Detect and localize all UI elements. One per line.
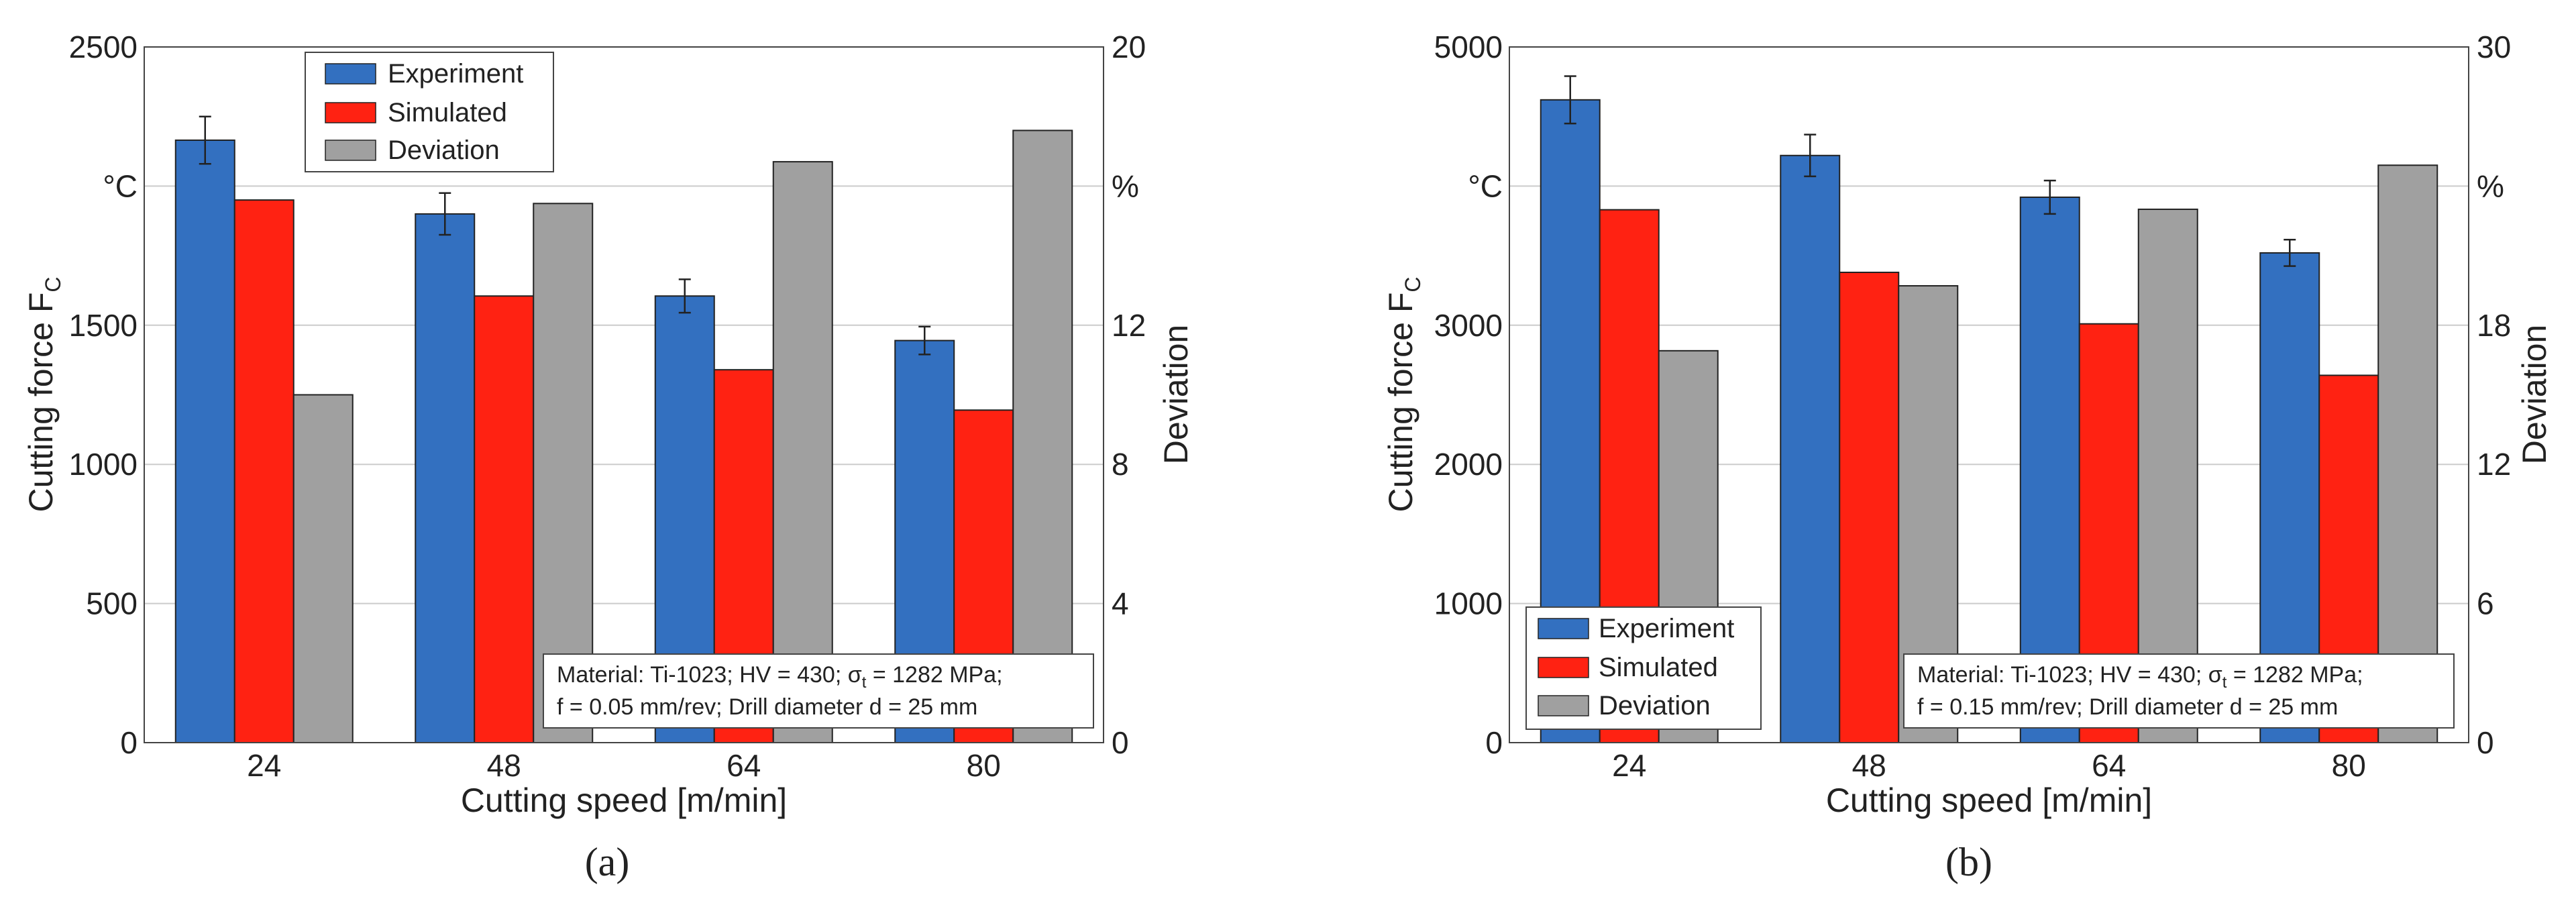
- legend: Experiment Simulated Deviation: [1525, 606, 1762, 730]
- y-tick-label: 1000: [69, 447, 138, 482]
- bar-experiment: [174, 139, 235, 743]
- x-axis-label: Cutting speed [m/min]: [461, 782, 787, 819]
- bar-deviation: [533, 203, 594, 743]
- y2-tick-label: 4: [1112, 586, 1129, 621]
- legend-label-deviation: Deviation: [1599, 691, 1711, 720]
- legend-swatch-deviation: [1538, 695, 1589, 716]
- y-tick-label: 0: [120, 725, 138, 760]
- annotation-line-1: Material: Ti-1023; HV = 430; σt = 1282 M…: [1917, 662, 2363, 692]
- bar-deviation: [2377, 164, 2438, 744]
- y-tick-label: 5000: [1434, 30, 1503, 64]
- annotation-line-2: f = 0.15 mm/rev; Drill diameter d = 25 m…: [1917, 694, 2338, 720]
- y2-tick-label: %: [1112, 168, 1139, 203]
- x-axis-label: Cutting speed [m/min]: [1826, 782, 2152, 819]
- panel-label-b: (b): [1945, 840, 1992, 884]
- x-tick-label: 80: [967, 748, 1001, 783]
- legend-label-simulated: Simulated: [1599, 653, 1718, 682]
- x-tick-label: 64: [727, 748, 761, 783]
- y2-tick-label: 0: [2477, 725, 2494, 760]
- bar-simulated: [474, 295, 535, 744]
- y2-tick-label: 12: [1112, 308, 1146, 343]
- y-tick-label: 2000: [1434, 447, 1503, 482]
- legend-label-simulated: Simulated: [388, 98, 507, 127]
- y2-tick-label: 18: [2477, 308, 2511, 343]
- y-axis-label: Cutting force FC: [22, 276, 65, 512]
- legend-swatch-simulated: [325, 102, 376, 123]
- plot-frame: [1509, 46, 2469, 743]
- y2-tick-label: 12: [2477, 447, 2511, 482]
- y-tick-label: °C: [103, 168, 138, 203]
- y-tick-label: 2500: [69, 30, 138, 64]
- x-tick-label: 24: [1612, 748, 1646, 783]
- plot-frame: [144, 46, 1104, 743]
- y-axis-label: Cutting force FC: [1382, 276, 1425, 512]
- annotation-box: [1903, 653, 2455, 729]
- bar-simulated: [233, 199, 294, 743]
- bar-experiment: [1780, 154, 1841, 744]
- bar-deviation: [1012, 129, 1073, 743]
- legend-label-experiment: Experiment: [1599, 614, 1734, 643]
- legend-swatch-experiment: [325, 63, 376, 85]
- y-tick-label: 0: [1485, 725, 1503, 760]
- annotation-box: [543, 653, 1094, 729]
- x-tick-label: 48: [1852, 748, 1886, 783]
- bar-experiment: [415, 213, 476, 743]
- annotation-line-1: Material: Ti-1023; HV = 430; σt = 1282 M…: [557, 662, 1003, 692]
- bar-simulated: [1839, 271, 1900, 744]
- annotation: Material: Ti-1023; HV = 430; σt = 1282 M…: [543, 653, 1094, 729]
- y2-tick-label: 8: [1112, 447, 1129, 482]
- x-tick-label: 64: [2092, 748, 2126, 783]
- y-tick-label: 1500: [69, 308, 138, 343]
- y2-tick-label: 6: [2477, 586, 2494, 621]
- y-tick-label: 3000: [1434, 308, 1503, 343]
- legend-swatch-deviation: [325, 140, 376, 161]
- legend-swatch-simulated: [1538, 657, 1589, 678]
- annotation-line-2: f = 0.05 mm/rev; Drill diameter d = 25 m…: [557, 694, 977, 720]
- y2-tick-label: 30: [2477, 30, 2511, 64]
- y2-axis-label: Deviation: [2516, 325, 2553, 464]
- panel-label-a: (a): [585, 840, 630, 884]
- legend: Experiment Simulated Deviation: [305, 52, 554, 172]
- y-tick-label: °C: [1468, 168, 1503, 203]
- y2-tick-label: 0: [1112, 725, 1129, 760]
- y2-tick-label: %: [2477, 168, 2504, 203]
- y-tick-label: 1000: [1434, 586, 1503, 621]
- chart-panel-a: 0 0 500 4 1000 8 1500 12 °C % 2500 20 24 48 64 80 Cutti…: [22, 30, 1195, 884]
- annotation: Material: Ti-1023; HV = 430; σt = 1282 M…: [1903, 653, 2455, 729]
- y2-tick-label: 20: [1112, 30, 1146, 64]
- chart-panel-b: 0 0 1000 6 2000 12 3000 18 °C % 5000 30 24 48 64 80 Cut…: [1382, 30, 2553, 884]
- x-tick-label: 80: [2332, 748, 2366, 783]
- y2-axis-label: Deviation: [1157, 325, 1195, 464]
- x-tick-label: 24: [247, 748, 281, 783]
- x-tick-label: 48: [487, 748, 521, 783]
- y-tick-label: 500: [86, 586, 138, 621]
- legend-label-deviation: Deviation: [388, 136, 500, 165]
- bar-deviation: [292, 394, 354, 743]
- legend-swatch-experiment: [1538, 618, 1589, 639]
- legend-label-experiment: Experiment: [388, 59, 523, 89]
